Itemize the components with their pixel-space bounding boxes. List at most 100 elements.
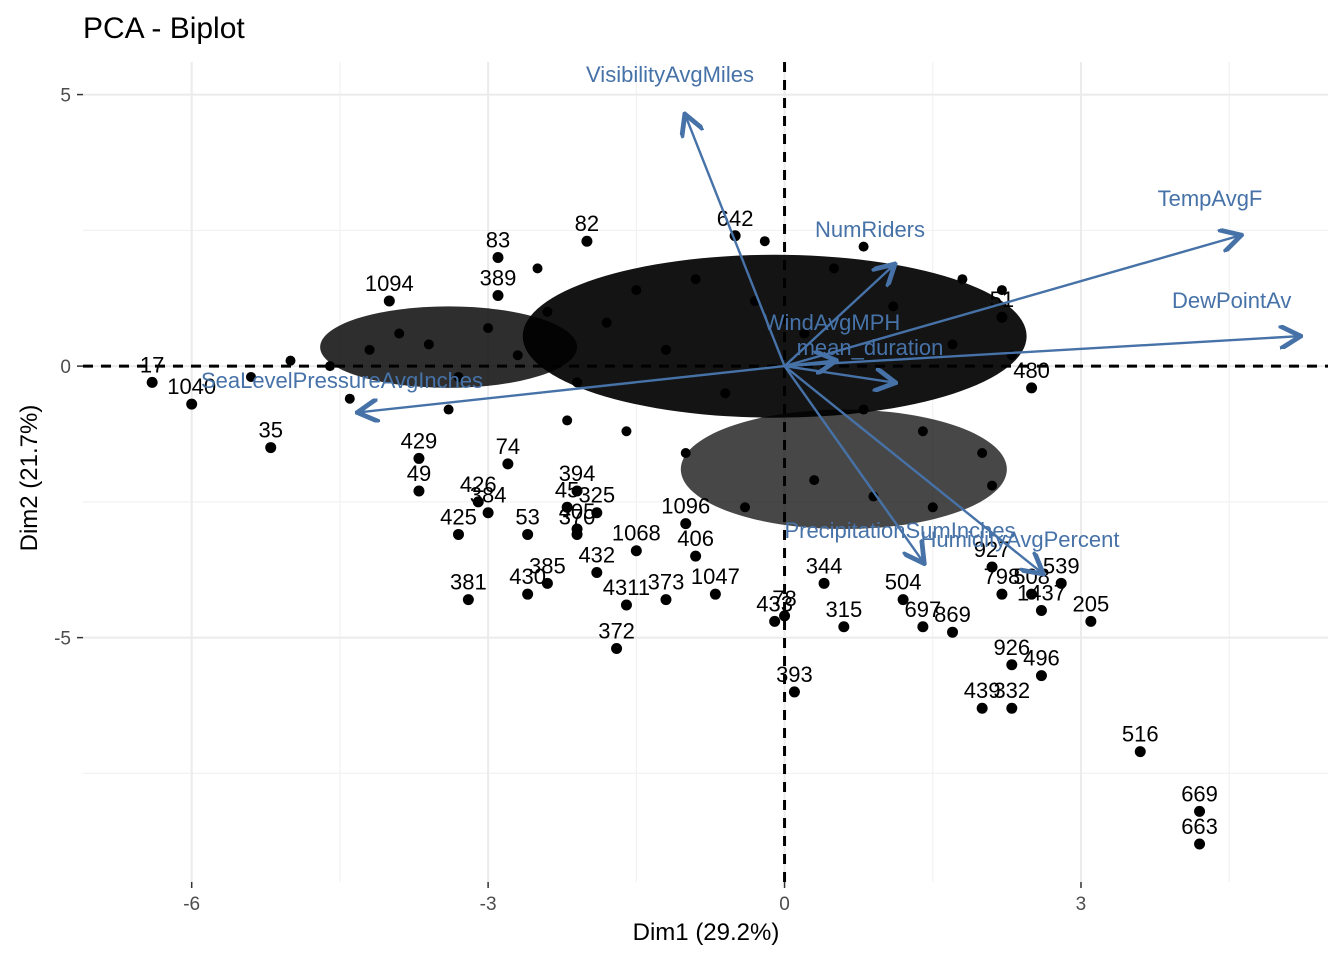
data-point	[413, 485, 425, 497]
cluster-point	[927, 502, 938, 513]
point-label: 53	[515, 504, 539, 529]
vector-label-numriders: NumRiders	[815, 217, 925, 242]
x-tick-label: -3	[480, 894, 497, 915]
axis-ticks: -6 -3 0 35 0 -5	[54, 86, 1086, 915]
cluster-point	[512, 350, 523, 361]
point-label: 332	[993, 678, 1030, 703]
point-label: 433	[756, 591, 793, 616]
vector-arrow	[783, 266, 894, 367]
cluster-point	[285, 355, 296, 366]
vector-arrow	[784, 336, 1299, 368]
vector-label-temp: TempAvgF	[1158, 186, 1263, 211]
cluster-point	[245, 371, 256, 382]
point-label: 539	[1043, 553, 1080, 578]
data-point	[571, 485, 583, 497]
data-point	[1085, 615, 1097, 627]
point-label: 78	[772, 586, 796, 611]
point-label: 405	[559, 499, 596, 524]
cluster-point	[917, 426, 928, 437]
cluster-point	[996, 285, 1007, 296]
point-label: 370	[559, 504, 596, 529]
cluster-point	[680, 447, 691, 458]
cluster-point	[690, 274, 701, 285]
data-point	[452, 528, 464, 540]
chart-title: PCA - Biplot	[83, 12, 245, 45]
point-label: 17	[140, 352, 164, 377]
point-label: 373	[648, 570, 685, 595]
data-point	[1035, 670, 1047, 682]
y-tick-label: 0	[60, 357, 71, 378]
point-label: 385	[529, 553, 566, 578]
point-label: 83	[486, 227, 510, 252]
point-label: 35	[258, 418, 282, 443]
vector-label-visibility: VisibilityAvgMiles	[586, 62, 754, 87]
x-tick-label: 0	[779, 894, 790, 915]
data-point	[818, 577, 830, 589]
point-label: 432	[578, 542, 615, 567]
data-point	[680, 518, 692, 530]
cluster-point	[947, 339, 958, 350]
point-label: 1096	[661, 494, 710, 519]
data-point	[472, 496, 484, 508]
data-point	[482, 507, 494, 519]
data-point	[620, 599, 632, 611]
variable-vectors	[360, 116, 1299, 572]
data-point	[383, 295, 395, 307]
data-point	[591, 507, 603, 519]
point-label: 325	[578, 483, 615, 508]
data-point	[947, 626, 959, 638]
point-label: 4311	[603, 575, 650, 600]
point-label: 372	[598, 618, 635, 643]
point-label: 344	[806, 553, 843, 578]
point-label: 406	[677, 526, 714, 551]
dense-cluster-lower	[680, 409, 1007, 530]
data-point	[186, 398, 198, 410]
data-point	[591, 566, 603, 578]
data-point	[1026, 382, 1038, 394]
data-point	[561, 501, 573, 513]
cluster-point	[621, 426, 632, 437]
point-label: 389	[480, 266, 517, 291]
point-label: 504	[885, 570, 922, 595]
data-point	[917, 621, 929, 633]
cluster-point	[987, 480, 998, 491]
cluster-point	[631, 285, 642, 296]
cluster-point	[364, 344, 375, 355]
point-label: 1094	[365, 271, 414, 296]
vector-label-wind: WindAvgMPH	[764, 310, 901, 335]
point-label: 74	[496, 434, 520, 459]
point-label: 496	[1023, 646, 1060, 671]
y-tick-label: -5	[54, 629, 71, 650]
data-point	[462, 594, 474, 606]
vector-label-dewpoint: DewPointAv	[1172, 288, 1291, 313]
vector-arrow	[783, 365, 923, 561]
vector-label-duration: mean_duration	[797, 335, 944, 360]
point-label: 1068	[612, 521, 661, 546]
point-label: 439	[964, 678, 1001, 703]
point-label: 381	[450, 570, 487, 595]
vector-label-precip: PrecipitationSumInches	[784, 518, 1015, 543]
cluster-point	[828, 263, 839, 274]
cluster-point	[957, 274, 968, 285]
data-point	[630, 545, 642, 557]
point-label: 480	[1013, 358, 1050, 383]
x-tick-label: -6	[183, 894, 200, 915]
x-tick-label: 3	[1076, 894, 1087, 915]
cluster-point	[394, 328, 405, 339]
cluster-point	[483, 323, 494, 334]
data-point	[522, 528, 534, 540]
cluster-point	[532, 263, 543, 274]
vector-arrow	[784, 364, 894, 382]
vector-arrow	[784, 236, 1240, 368]
data-point	[611, 642, 623, 654]
dense-cluster-core	[522, 254, 1027, 418]
data-point	[413, 452, 425, 464]
cluster-point	[888, 301, 899, 312]
point-label: 384	[470, 483, 507, 508]
dense-point-cloud	[245, 236, 1027, 530]
cluster-point	[809, 475, 820, 486]
data-point	[1035, 604, 1047, 616]
point-label: 516	[1122, 722, 1159, 747]
data-point	[897, 594, 909, 606]
